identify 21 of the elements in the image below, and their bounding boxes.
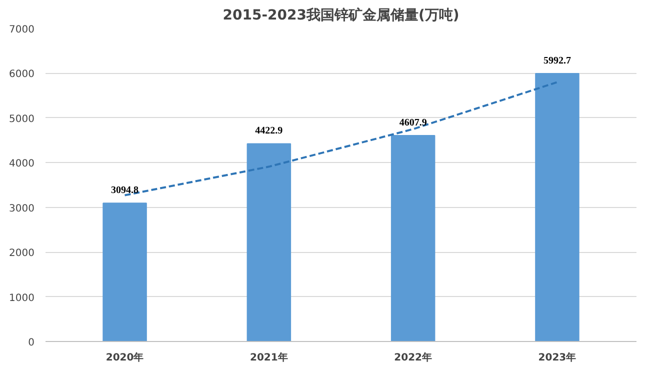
x-tick-label: 2022年 <box>394 352 432 364</box>
x-tick-label: 2020年 <box>106 352 144 364</box>
y-tick-label: 6000 <box>9 69 35 80</box>
bar <box>390 134 436 342</box>
data-label: 5992.7 <box>543 56 571 67</box>
y-tick-label: 5000 <box>9 114 35 125</box>
bar <box>246 143 292 342</box>
data-label: 4607.9 <box>399 117 427 128</box>
bar <box>102 202 147 342</box>
y-tick-label: 2000 <box>9 248 35 260</box>
y-tick-label: 0 <box>28 338 35 348</box>
y-tick-label: 7000 <box>9 24 35 36</box>
data-label: 4422.9 <box>255 126 283 137</box>
x-tick-label: 2023年 <box>538 352 576 364</box>
y-tick-label: 4000 <box>9 158 35 170</box>
data-label: 3094.8 <box>111 185 139 196</box>
bar <box>535 73 580 342</box>
y-tick-label: 1000 <box>9 292 35 304</box>
x-tick-label: 2021年 <box>250 352 288 364</box>
chart-title: 2015-2023我国锌矿金属储量(万吨) <box>222 6 460 24</box>
y-tick-label: 3000 <box>9 203 35 214</box>
